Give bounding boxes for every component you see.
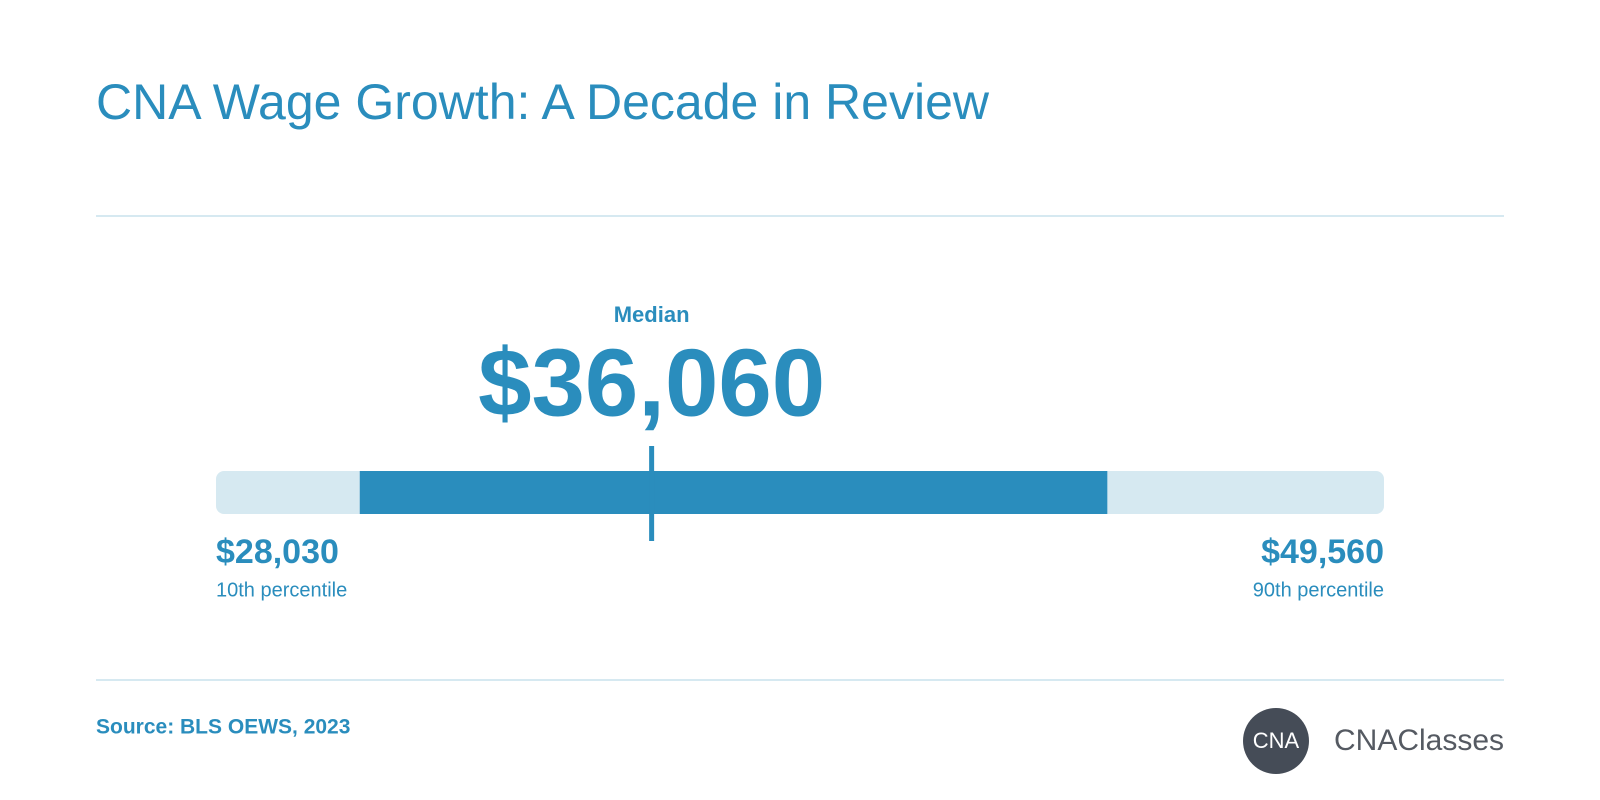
band: [359, 471, 1108, 514]
median-value: $36,060: [478, 329, 825, 436]
low-label: 10th percentile: [216, 579, 347, 601]
low-value: $28,030: [216, 533, 339, 571]
logo-badge-text: CNA: [1253, 728, 1300, 753]
logo-name: CNAClasses: [1334, 724, 1504, 757]
range-chart: Median$36,060 $28,030 10th percentile $49,5…: [216, 302, 1384, 601]
median-label: Median: [614, 302, 690, 327]
high-value: $49,560: [1261, 533, 1384, 571]
high-label: 90th percentile: [1253, 579, 1384, 601]
source: Source: BLS OEWS, 2023: [96, 716, 350, 739]
logo-badge: [1243, 708, 1309, 774]
title: CNA Wage Growth: A Decade in Review: [96, 74, 990, 130]
